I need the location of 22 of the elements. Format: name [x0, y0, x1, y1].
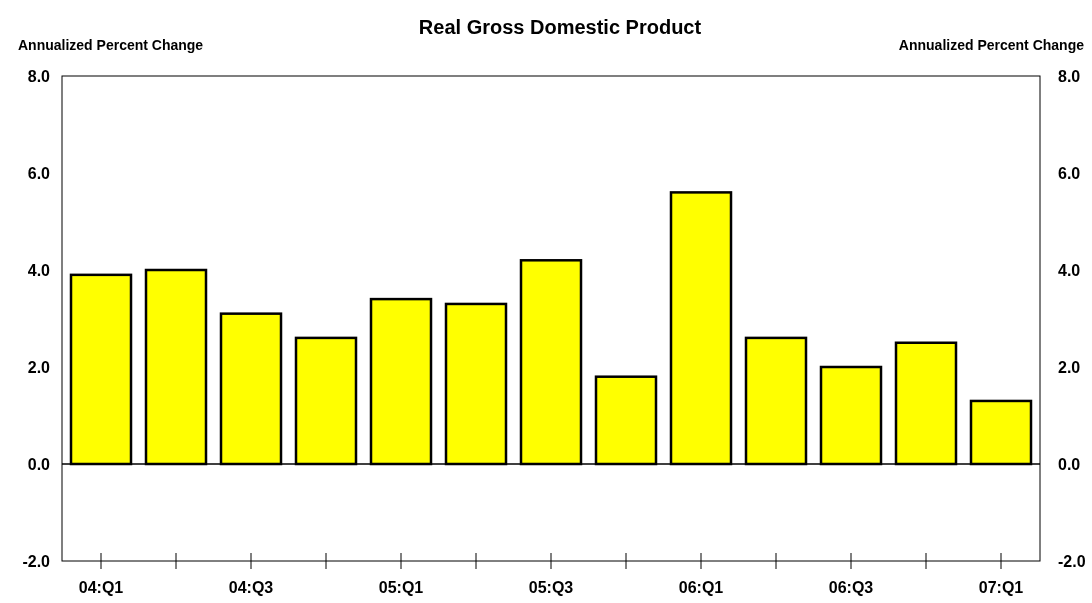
y-tick-label: 8.0 — [27, 67, 51, 85]
x-tick-label: 04:Q1 — [78, 578, 124, 596]
y2-tick-label: 6.0 — [1058, 164, 1081, 182]
x-tick-label: 05:Q1 — [378, 578, 424, 596]
y-tick-label: 0.0 — [27, 455, 51, 473]
y-tick-label: 6.0 — [27, 164, 51, 182]
y-tick-label: 2.0 — [27, 358, 51, 376]
x-tick-label: 04:Q3 — [228, 578, 274, 596]
y2-tick-label: 2.0 — [1058, 358, 1081, 376]
y2-axis-title: Annualized Percent Change — [898, 37, 1085, 53]
y-tick-label: -2.0 — [22, 552, 51, 570]
x-tick-label: 07:Q1 — [978, 578, 1024, 596]
y2-tick-label: 0.0 — [1058, 455, 1081, 473]
x-tick-label: 06:Q1 — [678, 578, 724, 596]
y2-tick-label: 8.0 — [1058, 67, 1081, 85]
y-axis-title: Annualized Percent Change — [18, 37, 204, 53]
y2-tick-label: 4.0 — [1058, 261, 1081, 279]
y-tick-label: 4.0 — [27, 261, 51, 279]
x-tick-label: 06:Q3 — [828, 578, 874, 596]
y2-tick-label: -2.0 — [1058, 552, 1086, 570]
x-tick-label: 05:Q3 — [528, 578, 574, 596]
chart-title: Real Gross Domestic Product — [418, 16, 702, 38]
